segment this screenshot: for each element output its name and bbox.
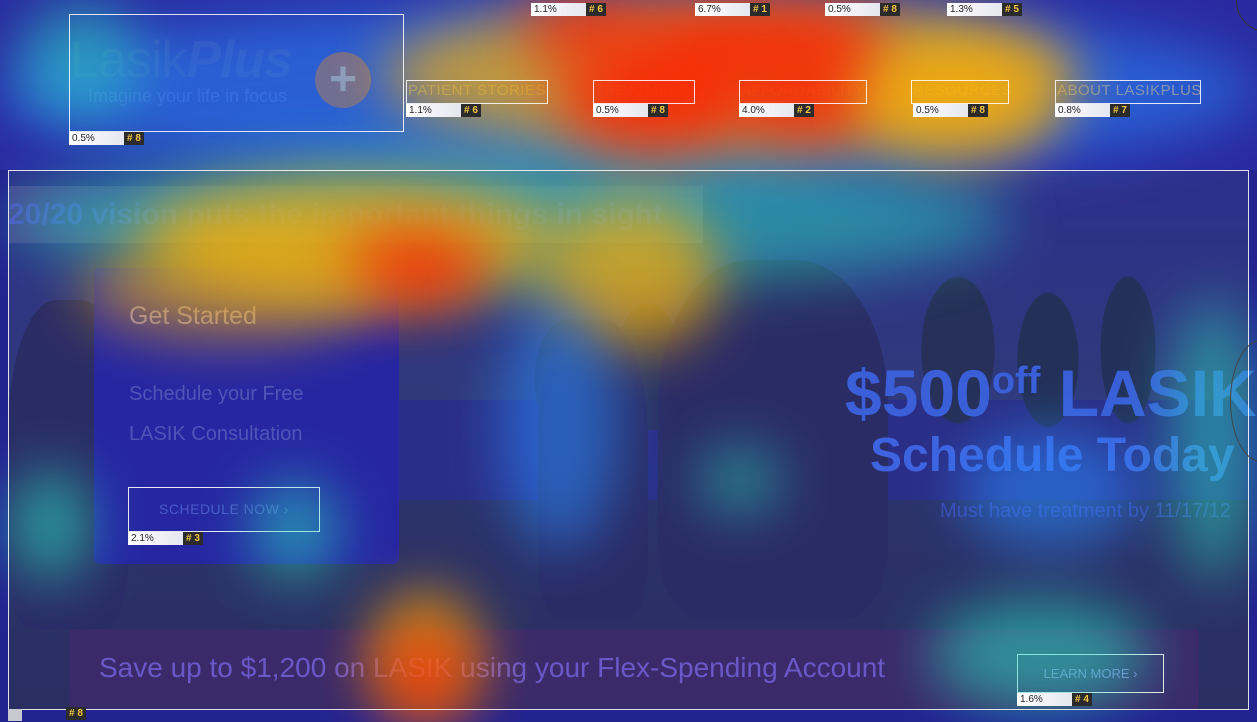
stat-rank: # 4: [1072, 693, 1092, 706]
stat-pct: 6.7%: [695, 3, 750, 16]
scrollbar-thumb[interactable]: [8, 709, 22, 721]
stat-rank: # 6: [461, 104, 481, 117]
stat-learn-more: 1.6% # 4: [1017, 693, 1092, 706]
stat-rank: # 8: [648, 104, 668, 117]
stat-pct: 4.0%: [739, 104, 794, 117]
stat-rank: # 7: [1110, 104, 1130, 117]
stat-pct: 0.5%: [69, 132, 124, 145]
stat-rank: # 8: [880, 3, 900, 16]
card-text: Schedule your Free LASIK Consultation: [129, 383, 304, 445]
aoi-affordability: [739, 80, 867, 104]
stat-pct: 1.6%: [1017, 693, 1072, 706]
banner-text: Save up to $1,200 on LASIK using your Fl…: [99, 652, 886, 683]
stat-rank: # 8: [968, 104, 988, 117]
stat-pct: 0.5%: [913, 104, 968, 117]
stat-rank: # 8: [124, 132, 144, 145]
stat-nav-patient-stories: 1.1% # 6: [406, 104, 481, 117]
stat-pct: 0.5%: [825, 3, 880, 16]
stat-rank: # 3: [183, 532, 203, 545]
stat-pct: 1.1%: [531, 3, 586, 16]
aoi-about: [1055, 80, 1201, 104]
aoi-treatment: [593, 80, 695, 104]
stat-pct: 0.5%: [593, 104, 648, 117]
stat-rank: # 6: [586, 3, 606, 16]
stat-top-1: 1.1% # 6: [531, 3, 606, 16]
stat-rank: # 2: [794, 104, 814, 117]
promo-off: off: [991, 360, 1041, 402]
stat-nav-about: 0.8% # 7: [1055, 104, 1130, 117]
stat-nav-resources: 0.5% # 8: [913, 104, 988, 117]
promo-amount: $500: [845, 356, 992, 430]
stat-rank: # 8: [66, 707, 86, 720]
stat-rank: # 1: [750, 3, 770, 16]
stat-top-3: 0.5% # 8: [825, 3, 900, 16]
stat-pct: 1.3%: [947, 3, 1002, 16]
stat-nav-affordability: 4.0% # 2: [739, 104, 814, 117]
stat-top-2: 6.7% # 1: [695, 3, 770, 16]
stat-logo: 0.5% # 8: [69, 132, 144, 145]
aoi-patient-stories: [406, 80, 548, 104]
stat-schedule-now: 2.1% # 3: [128, 532, 203, 545]
aoi-resources: [911, 80, 1009, 104]
stat-rank: # 5: [1002, 3, 1022, 16]
aoi-logo: [69, 14, 404, 132]
stat-top-4: 1.3% # 5: [947, 3, 1022, 16]
stat-pct: 0.8%: [1055, 104, 1110, 117]
stat-bottom: # 8: [66, 707, 86, 720]
stat-nav-treatment: 0.5% # 8: [593, 104, 668, 117]
aoi-hero: [8, 170, 1249, 710]
stat-pct: 2.1%: [128, 532, 183, 545]
stat-pct: 1.1%: [406, 104, 461, 117]
